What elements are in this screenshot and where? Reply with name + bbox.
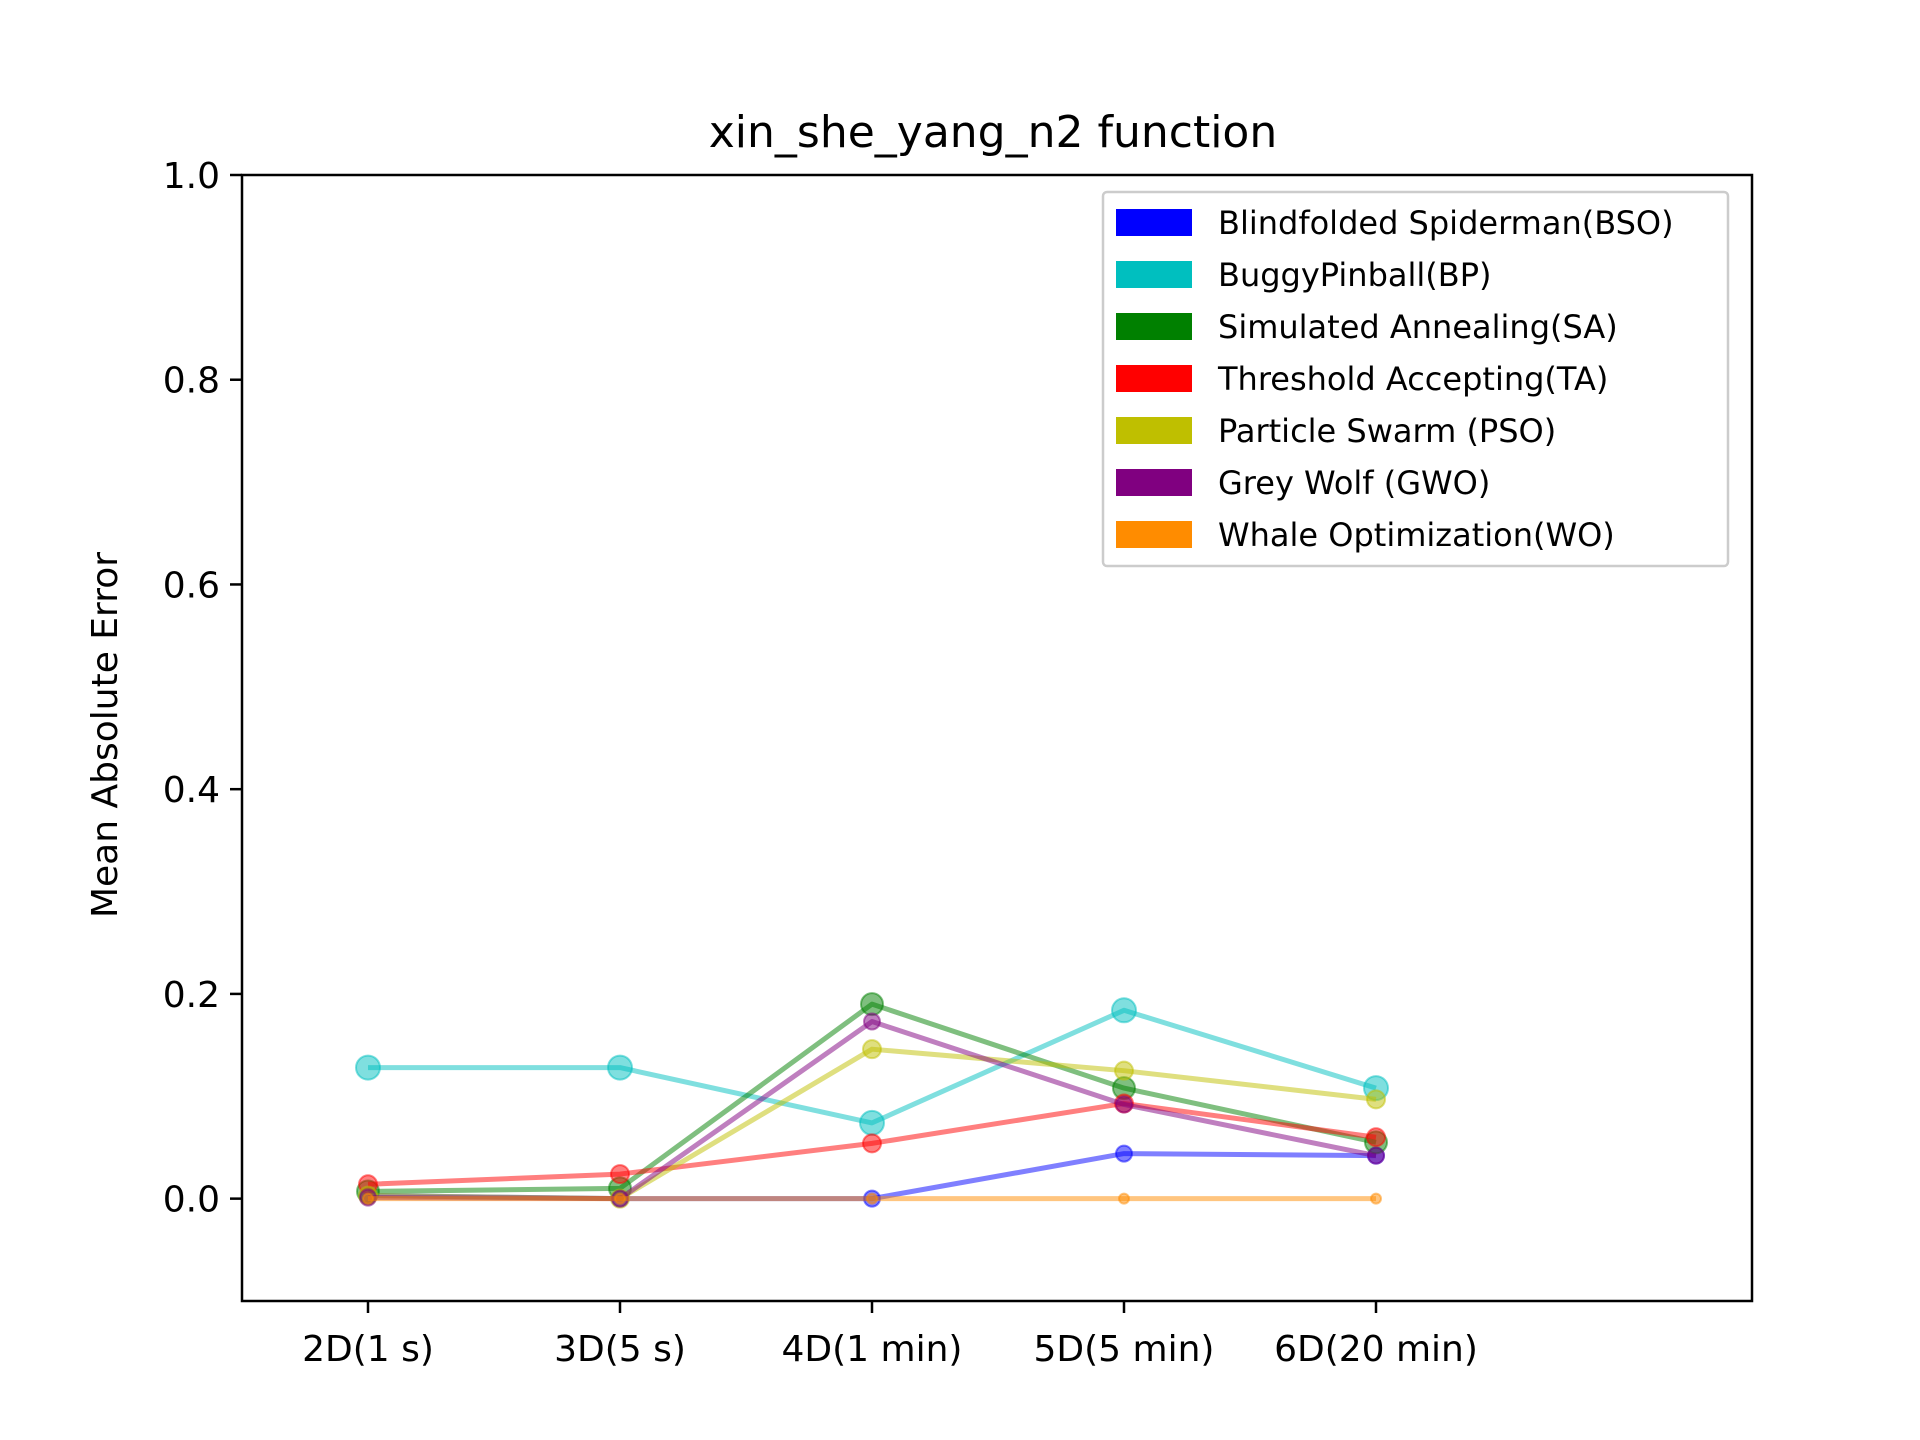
x-axis-ticks: 2D(1 s) 3D(5 s) 4D(1 min) 5D(5 min) 6D(20 mi…: [302, 1301, 1478, 1370]
x-tick-label: 2D(1 s): [302, 1329, 434, 1370]
series-layer: [355, 992, 1389, 1209]
y-axis-label: Mean Absolute Error: [85, 552, 126, 918]
y-tick-label: 0.8: [163, 361, 220, 402]
data-point: [863, 1012, 881, 1031]
legend-label: BuggyPinball(BP): [1218, 256, 1491, 294]
legend-label: Whale Optimization(WO): [1218, 516, 1615, 554]
y-axis-ticks: 0.0 0.2 0.4 0.6 0.8 1.0: [163, 156, 242, 1221]
data-point: [355, 1054, 381, 1081]
legend-label: Blindfolded Spiderman(BSO): [1218, 204, 1674, 242]
y-tick-label: 0.0: [163, 1180, 220, 1221]
data-point: [1111, 997, 1137, 1024]
legend-swatch: [1116, 469, 1192, 496]
data-point: [614, 1192, 626, 1205]
legend-swatch: [1116, 209, 1192, 236]
data-point: [862, 1133, 882, 1154]
data-point: [862, 1039, 882, 1060]
legend-label: Simulated Annealing(SA): [1218, 308, 1618, 346]
legend-label: Threshold Accepting(TA): [1217, 360, 1608, 398]
chart-title: xin_she_yang_n2 function: [709, 107, 1277, 158]
data-point: [607, 1054, 633, 1081]
data-point: [1367, 1146, 1385, 1165]
legend-label: Particle Swarm (PSO): [1218, 412, 1556, 450]
legend-swatch: [1116, 261, 1192, 288]
series-line: [367, 1001, 1377, 1194]
plot-frame: [240, 173, 1754, 1303]
legend: Blindfolded Spiderman(BSO) BuggyPinball(B…: [1101, 190, 1730, 568]
data-point: [1114, 1060, 1134, 1081]
x-tick-label: 5D(5 min): [1034, 1329, 1215, 1370]
y-tick-label: 0.6: [163, 565, 220, 606]
data-point: [1366, 1089, 1386, 1110]
legend-frame: [1101, 190, 1730, 568]
legend-swatch: [1116, 365, 1192, 392]
data-point: [1118, 1192, 1130, 1205]
data-point: [866, 1192, 878, 1205]
data-point: [1366, 1127, 1386, 1148]
data-point: [1370, 1192, 1382, 1205]
data-point: [1115, 1095, 1133, 1114]
x-tick-label: 6D(20 min): [1274, 1329, 1478, 1370]
data-point: [859, 1109, 885, 1136]
data-point: [610, 1164, 630, 1185]
data-point: [860, 992, 884, 1017]
x-tick-label: 3D(5 s): [554, 1329, 686, 1370]
y-tick-label: 0.2: [163, 975, 220, 1016]
data-point: [1115, 1144, 1133, 1163]
legend-label: Grey Wolf (GWO): [1218, 464, 1490, 502]
x-tick-label: 4D(1 min): [782, 1329, 963, 1370]
legend-swatch: [1116, 313, 1192, 340]
legend-swatch: [1116, 521, 1192, 548]
legend-swatch: [1116, 417, 1192, 444]
series-6: [362, 1192, 1382, 1205]
data-point: [362, 1192, 374, 1205]
y-tick-label: 1.0: [163, 156, 220, 197]
y-tick-label: 0.4: [163, 770, 220, 811]
